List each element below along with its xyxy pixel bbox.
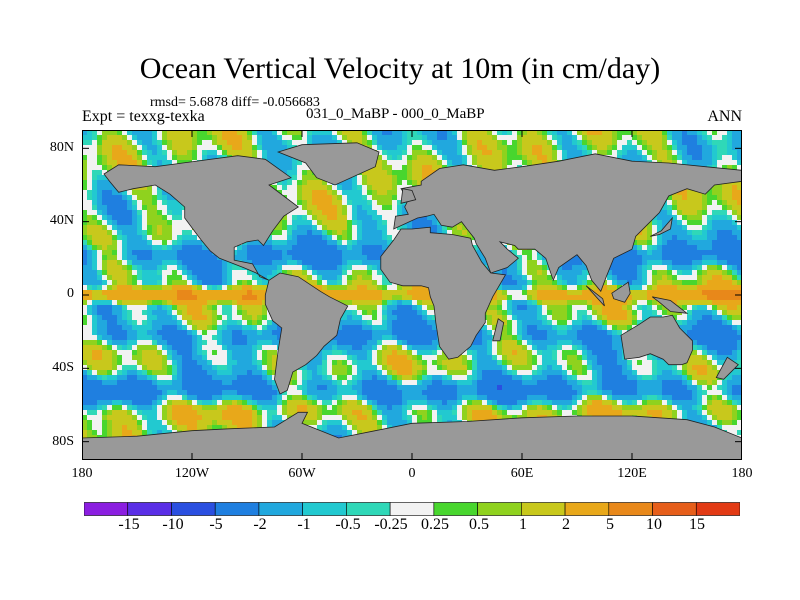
colorbar-box — [521, 502, 566, 516]
lon-tick-label: 120W — [174, 466, 210, 481]
lon-tick-label: 0 — [408, 466, 416, 481]
colorbar-label: 1 — [519, 516, 527, 533]
stats-label: rmsd= 5.6878 diff= -0.056683 — [150, 95, 320, 110]
colorbar — [84, 502, 740, 516]
land-mask — [82, 142, 742, 460]
landmass — [103, 155, 300, 281]
case-label: 031_0_MaBP - 000_0_MaBP — [306, 106, 485, 122]
landmass — [380, 226, 507, 360]
colorbar-box — [171, 502, 216, 516]
colorbar-label: 0.5 — [469, 516, 489, 533]
lon-tick-label: 120E — [617, 466, 647, 481]
colorbar-box — [695, 502, 740, 516]
lat-tick-label: 40S — [52, 360, 74, 375]
colorbar-label: -5 — [209, 516, 223, 533]
lon-tick-label: 60W — [288, 466, 316, 481]
colorbar-box — [608, 502, 653, 516]
landmass — [264, 272, 349, 395]
landmass — [611, 281, 631, 303]
lat-tick-label: 40N — [49, 213, 74, 228]
colorbar-label: 5 — [606, 516, 614, 533]
lon-tick-label: 180 — [71, 466, 93, 481]
lat-tick-label: 0 — [67, 286, 74, 301]
colorbar-label: -0.5 — [335, 516, 361, 533]
colorbar-label: 10 — [646, 516, 662, 533]
landmass — [393, 153, 742, 293]
landmass — [715, 356, 739, 380]
colorbar-label: -10 — [162, 516, 184, 533]
colorbar-box — [258, 502, 303, 516]
colorbar-label: -15 — [118, 516, 140, 533]
lon-tick-label: 60E — [510, 466, 534, 481]
colorbar-box — [564, 502, 610, 516]
velocity-map — [82, 130, 742, 460]
lon-tick-label: 180 — [731, 466, 753, 481]
plot-title: Ocean Vertical Velocity at 10m (in cm/da… — [139, 52, 661, 85]
colorbar-label: 2 — [562, 516, 570, 533]
colorbar-label: -1 — [297, 516, 311, 533]
colorbar-label: 15 — [689, 516, 705, 533]
colorbar-box — [214, 502, 260, 516]
colorbar-label: -0.25 — [374, 516, 408, 533]
season-label: ANN — [707, 108, 742, 125]
colorbar-box — [477, 502, 522, 516]
colorbar-box — [433, 502, 478, 516]
colorbar-box — [127, 502, 172, 516]
axis-ticks — [82, 130, 742, 460]
landmass — [82, 411, 742, 460]
colorbar-box — [346, 502, 391, 516]
colorbar-box — [389, 502, 435, 516]
colorbar-box — [302, 502, 347, 516]
landmass — [620, 314, 693, 366]
landmass — [585, 285, 605, 307]
colorbar-label: -2 — [253, 516, 267, 533]
colorbar-label: 0.25 — [421, 516, 449, 533]
experiment-label: Expt = texxg-texka — [82, 108, 205, 125]
colorbar-box — [84, 502, 129, 516]
landmass — [651, 296, 689, 314]
colorbar-box — [652, 502, 697, 516]
lat-tick-label: 80S — [52, 434, 74, 449]
lat-tick-label: 80N — [49, 140, 74, 155]
landmass — [492, 318, 505, 342]
landmass — [650, 216, 673, 237]
landmass — [276, 142, 380, 186]
landmass — [400, 188, 417, 204]
